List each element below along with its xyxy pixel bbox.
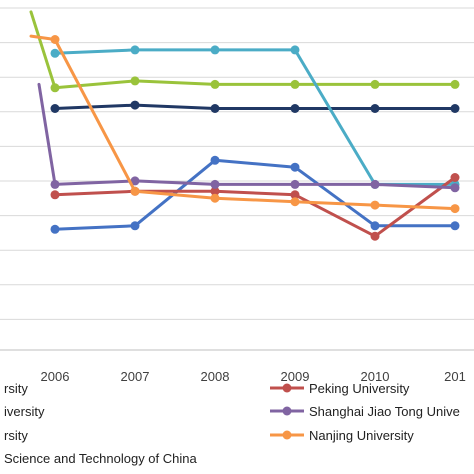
series-group <box>29 10 460 241</box>
series-1 <box>50 155 460 234</box>
series-line <box>53 176 457 238</box>
legend-label: rsity <box>4 381 28 396</box>
x-tick-label: 201 <box>444 369 466 384</box>
series-line-segment <box>29 10 57 90</box>
legend-item: Peking University <box>270 381 410 396</box>
series-line <box>53 38 457 211</box>
data-point <box>450 173 460 182</box>
data-point <box>210 45 220 55</box>
series-line <box>53 103 457 110</box>
data-point <box>450 183 460 193</box>
data-point <box>130 176 140 186</box>
data-point <box>50 224 60 234</box>
data-point <box>210 155 220 165</box>
legend-marker <box>282 406 292 416</box>
legend-label: Nanjing University <box>309 428 414 443</box>
data-point <box>290 197 300 207</box>
data-point <box>370 231 380 241</box>
x-tick-label: 2006 <box>41 369 70 384</box>
data-point <box>290 162 300 172</box>
gridlines <box>0 7 474 351</box>
data-point <box>450 104 460 113</box>
series-6 <box>50 35 460 214</box>
legend-label: Peking University <box>309 381 410 396</box>
data-point <box>210 186 220 196</box>
legend-item: rsity <box>4 428 28 443</box>
data-point <box>130 186 140 196</box>
legend-marker <box>282 430 292 440</box>
data-point <box>130 76 140 86</box>
data-point <box>370 179 380 189</box>
data-point <box>450 221 460 231</box>
data-point <box>130 100 140 110</box>
data-point <box>370 79 380 89</box>
legend-label: rsity <box>4 428 28 443</box>
series-line-segment <box>29 34 57 41</box>
legend-marker <box>282 383 292 393</box>
series-line <box>53 158 457 231</box>
series-5 <box>50 176 460 193</box>
x-tick-label: 2009 <box>281 369 310 384</box>
legend-item: Nanjing University <box>270 428 414 443</box>
data-point <box>290 45 300 55</box>
series-line-segment <box>37 82 57 186</box>
data-point <box>290 190 300 200</box>
data-point <box>50 190 60 200</box>
x-tick-label: 2007 <box>121 369 150 384</box>
data-point <box>370 104 380 113</box>
data-point <box>50 48 60 58</box>
series-line <box>53 79 457 90</box>
data-point <box>130 45 140 55</box>
legend-label: Shanghai Jiao Tong Unive <box>309 404 460 419</box>
legend-item: iversity <box>4 404 45 419</box>
legend-item: Shanghai Jiao Tong Unive <box>270 404 460 419</box>
data-point <box>210 104 220 113</box>
data-point <box>210 193 220 203</box>
data-point <box>210 179 220 189</box>
legend: rsity Peking University iversity Shanghai J… <box>4 381 460 466</box>
data-point <box>290 179 300 189</box>
x-axis: 2006 2007 2008 2009 2010 201 <box>41 369 466 384</box>
legend-label: Science and Technology of China <box>4 451 197 466</box>
data-point <box>370 200 380 210</box>
data-point <box>130 221 140 231</box>
x-tick-label: 2010 <box>361 369 390 384</box>
data-point <box>210 79 220 89</box>
legend-item: Science and Technology of China <box>4 451 197 466</box>
series-0 <box>50 100 460 113</box>
data-point <box>450 79 460 89</box>
data-point <box>450 204 460 214</box>
series-line <box>53 179 457 190</box>
x-tick-label: 2008 <box>201 369 230 384</box>
data-point <box>50 104 60 113</box>
legend-label: iversity <box>4 404 45 419</box>
series-2 <box>50 76 460 93</box>
data-point <box>290 79 300 89</box>
data-point <box>290 104 300 113</box>
data-point <box>370 221 380 231</box>
series-3 <box>50 45 460 189</box>
legend-item: rsity <box>4 381 28 396</box>
